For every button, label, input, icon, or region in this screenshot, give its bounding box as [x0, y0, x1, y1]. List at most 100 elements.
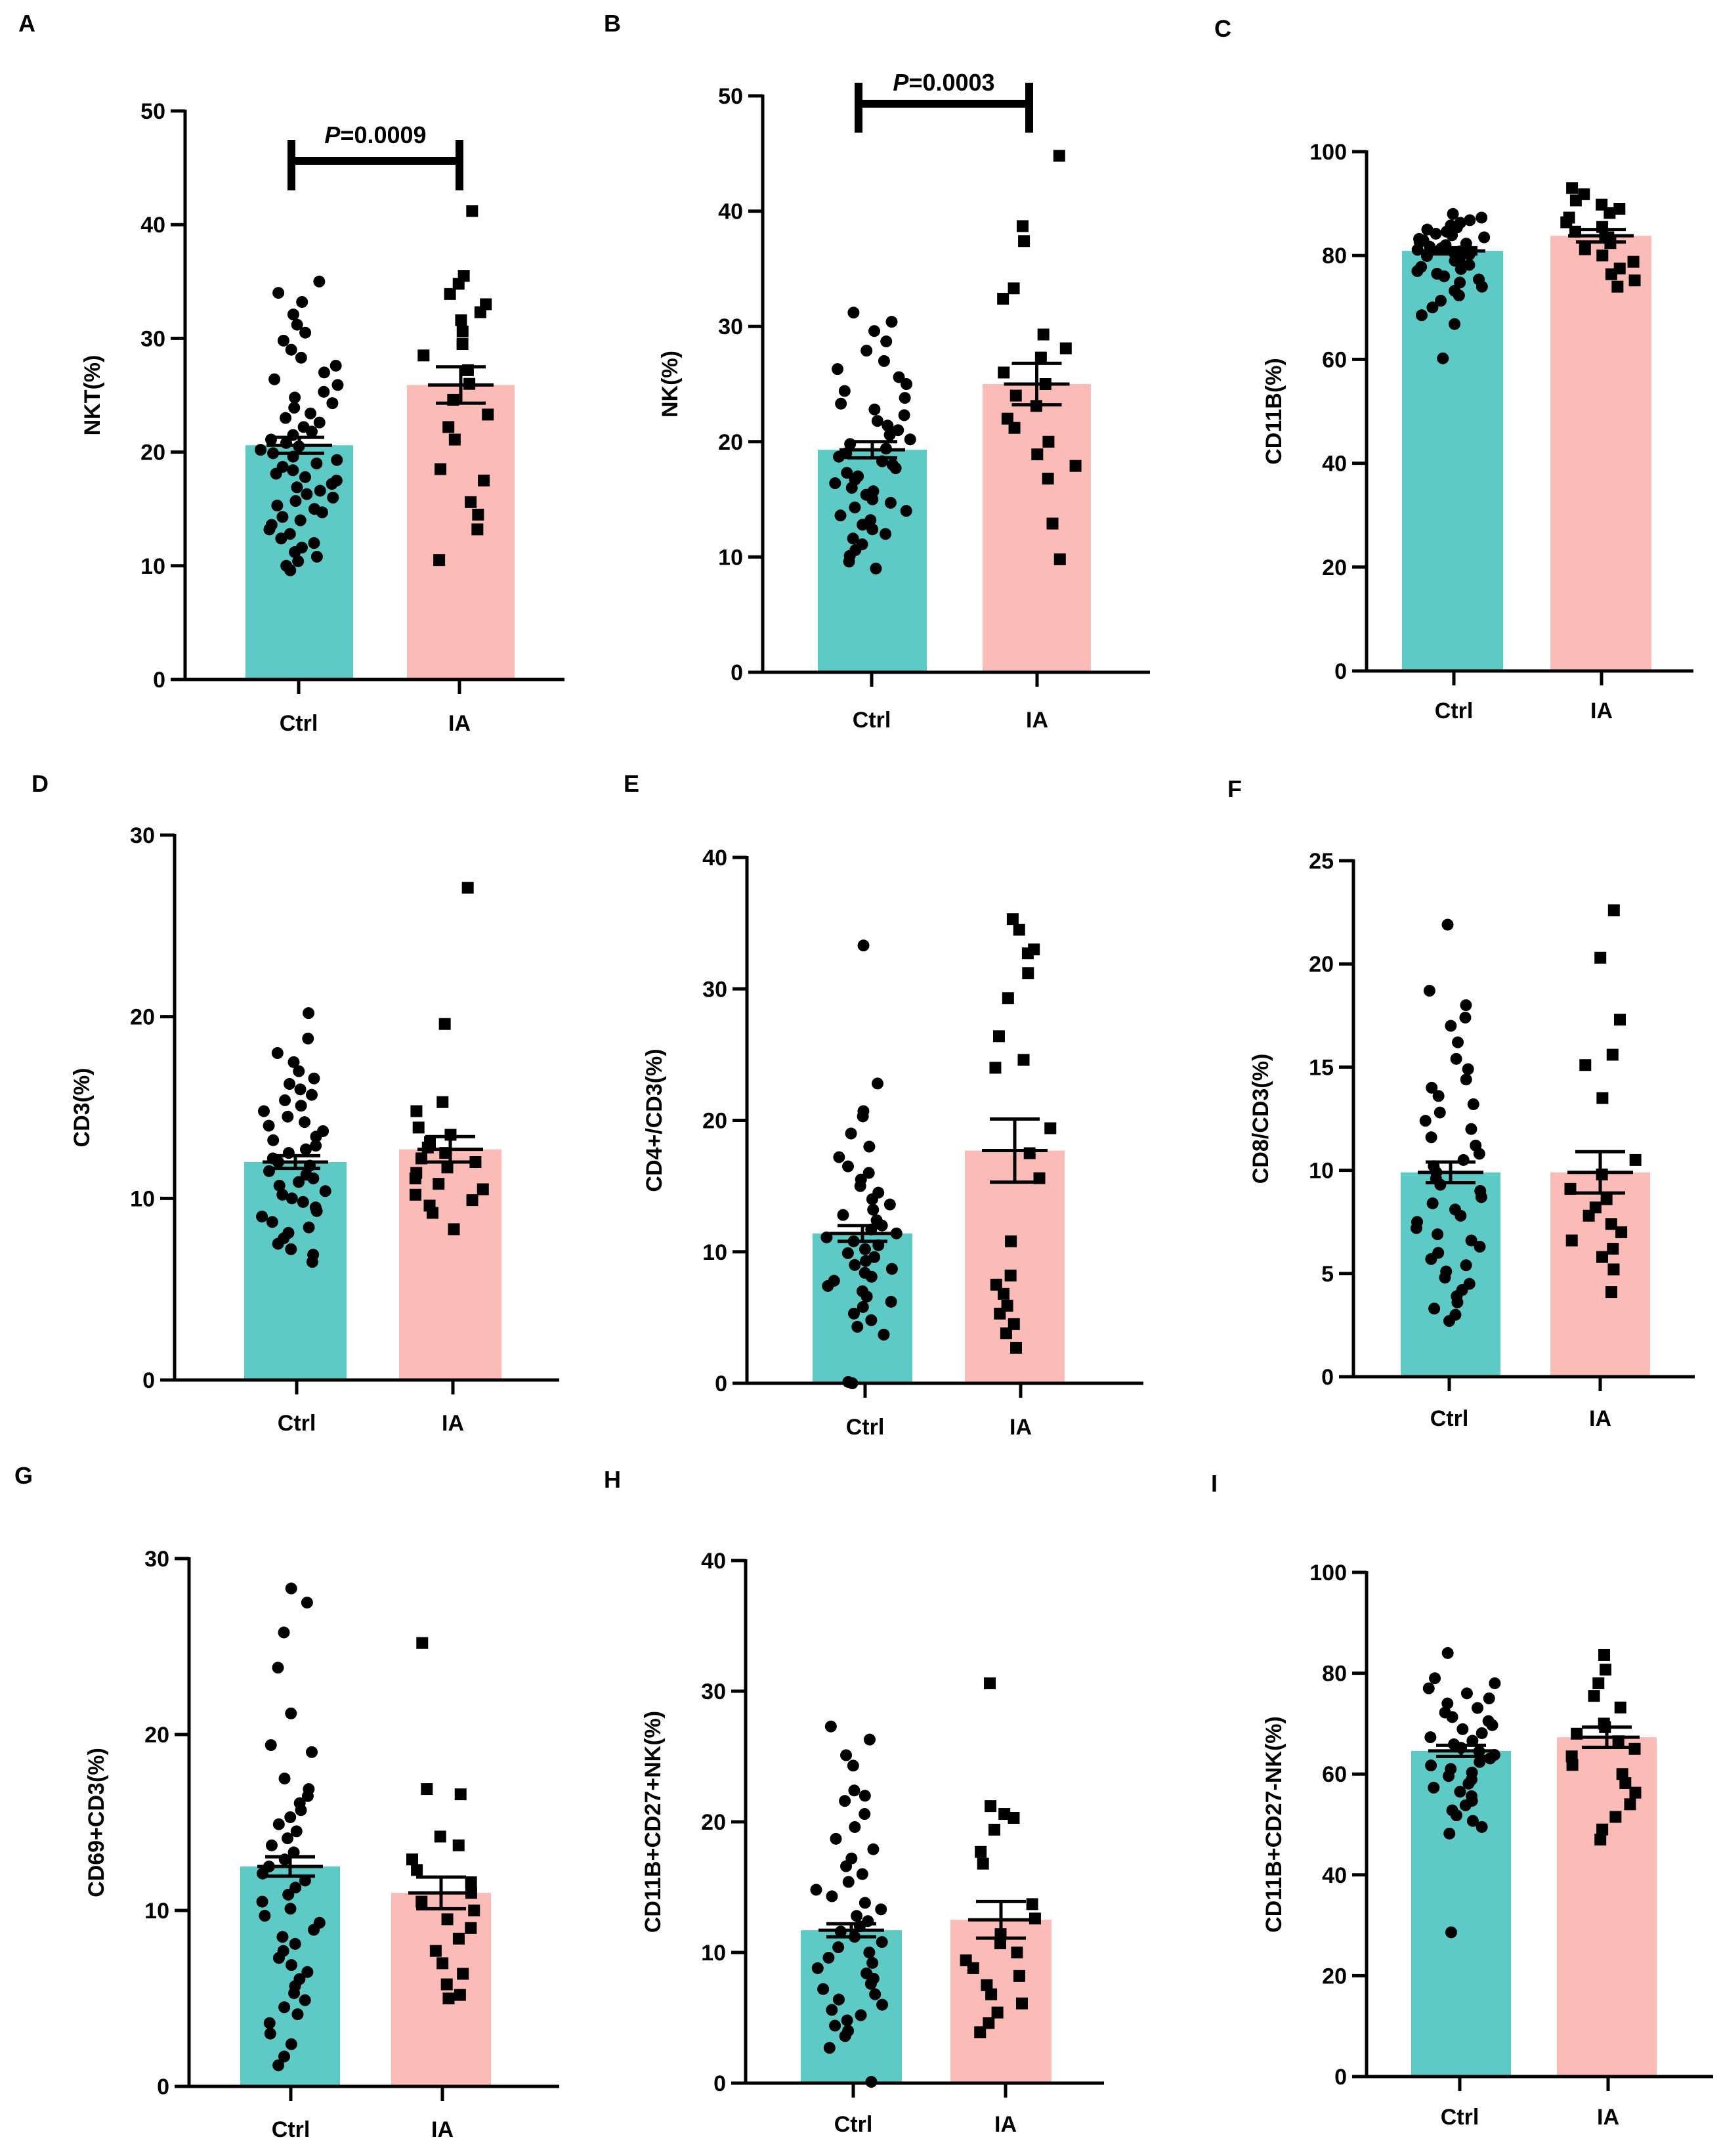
data-point-ctrl — [258, 1105, 270, 1117]
data-point-ctrl — [1455, 1209, 1467, 1222]
data-point-ia — [1619, 1777, 1632, 1790]
p-value-symbol: P — [324, 121, 341, 148]
data-point-ia — [991, 2006, 1004, 2019]
data-point-ctrl — [278, 1773, 291, 1784]
data-point-ctrl — [1426, 301, 1439, 314]
y-tick-label: 10 — [701, 1941, 726, 1966]
data-point-ctrl — [1453, 290, 1465, 302]
data-point-ia — [468, 1905, 480, 1916]
data-point-ia — [441, 1913, 454, 1926]
data-point-ctrl — [823, 2042, 836, 2054]
panel-label: F — [1227, 775, 1242, 802]
data-point-ia — [1611, 280, 1624, 293]
data-point-ctrl — [301, 1966, 314, 1978]
data-point-ctrl — [1411, 265, 1424, 277]
p-value-number: =0.0003 — [908, 69, 994, 96]
data-point-ia — [1629, 1786, 1642, 1799]
panel-a: A 0 10 20 30 40 50 Ctrl IA NKT(%) P=0.0009 — [18, 10, 564, 736]
data-point-ctrl — [1476, 1821, 1488, 1833]
panel-d: D 0 10 20 30 Ctrl IA CD3(%) — [32, 770, 559, 1436]
data-point-ctrl — [259, 1910, 271, 1922]
data-point-ia — [477, 1183, 489, 1196]
y-tick-label: 10 — [718, 545, 743, 570]
data-point-ctrl — [839, 2030, 851, 2042]
bar-ia — [407, 385, 515, 679]
data-point-ctrl — [254, 444, 266, 456]
y-tick-label: 50 — [718, 84, 743, 109]
data-point-ctrl — [845, 482, 858, 494]
data-point-ctrl — [1445, 1926, 1457, 1939]
bar-ia — [983, 384, 1091, 672]
data-point-ctrl — [1415, 309, 1428, 322]
data-point-ia — [1044, 1122, 1057, 1134]
data-point-ctrl — [832, 363, 844, 376]
data-point-ctrl — [1466, 1815, 1479, 1827]
x-category-label: Ctrl — [1435, 699, 1474, 723]
data-point-ctrl — [291, 318, 303, 331]
x-category-label: IA — [1597, 2105, 1619, 2130]
data-point-ctrl — [263, 1119, 275, 1132]
data-point-ctrl — [1451, 1809, 1463, 1822]
data-point-ctrl — [292, 555, 305, 567]
panel-f: F 0 5 10 15 20 25 Ctrl IA CD8/CD3(%) — [1227, 775, 1695, 1431]
data-point-ctrl — [822, 1280, 834, 1292]
data-point-ctrl — [1475, 1191, 1487, 1203]
data-point-ctrl — [293, 1065, 305, 1077]
data-point-ctrl — [867, 1843, 880, 1855]
data-point-ctrl — [284, 564, 297, 576]
data-point-ctrl — [849, 501, 861, 513]
data-point-ctrl — [318, 366, 330, 379]
y-tick-label: 40 — [140, 213, 165, 238]
y-tick-label: 80 — [1322, 244, 1347, 269]
y-tick-label: 10 — [1309, 1159, 1334, 1184]
data-point-ctrl — [859, 1243, 871, 1255]
data-point-ia — [1607, 1263, 1620, 1276]
data-point-ctrl — [847, 532, 859, 545]
data-point-ctrl — [871, 415, 883, 427]
data-point-ia — [1566, 1759, 1579, 1771]
data-point-ctrl — [824, 1720, 837, 1733]
data-point-ctrl — [307, 1172, 320, 1184]
data-point-ctrl — [1434, 1178, 1447, 1191]
p-value-symbol: P — [893, 69, 909, 96]
data-point-ia — [457, 1968, 469, 1980]
data-point-ia — [1566, 182, 1579, 194]
data-point-ia — [1042, 472, 1054, 485]
data-point-ia — [436, 1957, 449, 1970]
x-category-label: Ctrl — [272, 2117, 310, 2142]
y-tick-label: 60 — [1322, 347, 1347, 372]
data-point-ctrl — [276, 1188, 289, 1201]
y-tick-label: 10 — [702, 1240, 727, 1265]
y-tick-label: 10 — [130, 1186, 155, 1211]
data-point-ctrl — [303, 1007, 315, 1020]
data-point-ctrl — [1424, 1731, 1437, 1744]
data-point-ctrl — [893, 371, 905, 383]
data-point-ia — [436, 1096, 449, 1108]
data-point-ia — [406, 1853, 418, 1866]
data-point-ctrl — [842, 1876, 855, 1888]
data-point-ctrl — [295, 351, 307, 364]
data-point-ctrl — [857, 939, 870, 952]
data-point-ia — [411, 1864, 423, 1876]
data-point-ia — [983, 2017, 995, 2029]
data-point-ctrl — [1472, 1702, 1484, 1714]
data-point-ctrl — [287, 464, 299, 477]
data-point-ctrl — [305, 1089, 318, 1101]
data-point-ia — [1565, 1234, 1578, 1247]
data-point-ctrl — [1426, 1081, 1438, 1094]
data-point-ia — [1594, 951, 1607, 964]
data-point-ctrl — [271, 1047, 284, 1059]
data-point-ctrl — [868, 325, 881, 337]
data-point-ctrl — [843, 555, 855, 568]
data-point-ctrl — [267, 1134, 280, 1146]
data-point-ctrl — [1425, 1759, 1437, 1772]
data-point-ia — [1627, 255, 1640, 268]
data-point-ia — [1596, 1092, 1609, 1104]
data-point-ctrl — [308, 1072, 320, 1085]
data-point-ctrl — [834, 509, 847, 522]
data-point-ia — [1009, 389, 1022, 402]
data-point-ctrl — [1460, 1687, 1473, 1700]
data-point-ctrl — [870, 562, 882, 574]
data-point-ia — [435, 463, 447, 475]
